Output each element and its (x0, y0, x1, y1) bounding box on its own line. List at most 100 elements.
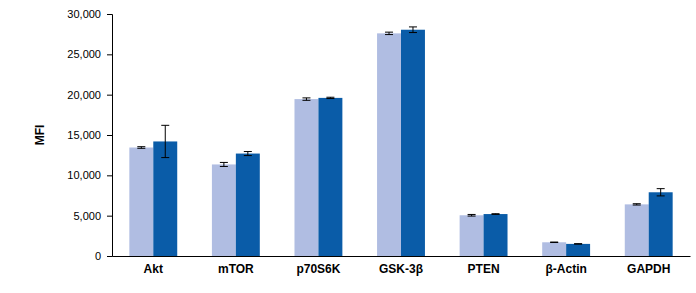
error-cap (385, 34, 393, 35)
y-tick-label: 20,000 (67, 89, 101, 101)
y-tick: 30,000 (67, 8, 112, 20)
y-tick-label: 5,000 (73, 210, 101, 222)
error-bar (468, 214, 476, 216)
error-cap (161, 157, 169, 158)
y-tick: 15,000 (67, 129, 112, 141)
x-tick: mTOR (218, 256, 254, 276)
bar (212, 164, 236, 256)
error-cap (244, 151, 252, 152)
x-axis-line (113, 256, 691, 257)
x-tick: GAPDH (627, 256, 670, 276)
error-cap (633, 203, 641, 204)
error-stem (660, 189, 661, 196)
bar (484, 214, 508, 256)
error-cap (492, 214, 500, 215)
x-tick: PTEN (468, 256, 500, 276)
y-axis-title: MFI (33, 125, 47, 146)
error-bar (633, 204, 641, 205)
bar (460, 215, 484, 256)
y-tick-mark (107, 135, 112, 136)
x-tick-label: GAPDH (627, 262, 670, 276)
error-stem (247, 152, 248, 156)
error-bar (326, 97, 334, 98)
error-stem (223, 162, 224, 166)
y-tick: 20,000 (67, 89, 112, 101)
y-tick-label: 10,000 (67, 169, 101, 181)
error-cap (302, 97, 310, 98)
y-tick: 10,000 (67, 169, 112, 181)
error-cap (550, 242, 558, 243)
x-tick-label: Akt (144, 262, 163, 276)
y-tick-label: 0 (95, 250, 101, 262)
error-cap (550, 242, 558, 243)
x-tick-label: β-Actin (545, 262, 586, 276)
error-cap (633, 205, 641, 206)
error-cap (657, 195, 665, 196)
error-cap (220, 162, 228, 163)
error-cap (574, 243, 582, 244)
bar (542, 242, 566, 256)
x-tick-label: GSK-3β (379, 262, 423, 276)
bar (318, 98, 342, 256)
x-tick: GSK-3β (379, 256, 423, 276)
error-cap (326, 98, 334, 99)
error-bar (220, 162, 228, 166)
y-tick-mark (107, 256, 112, 257)
error-cap (137, 148, 145, 149)
error-bar (657, 189, 665, 196)
error-stem (412, 27, 413, 33)
error-cap (492, 213, 500, 214)
y-tick-label: 15,000 (67, 129, 101, 141)
error-cap (657, 188, 665, 189)
error-stem (165, 125, 166, 157)
error-cap (220, 166, 228, 167)
error-cap (385, 32, 393, 33)
x-axis: Akt mTOR p70S6K GSK-3β PTEN β-Actin GAPDH (113, 256, 691, 276)
y-tick-mark (107, 14, 112, 15)
y-tick-mark (107, 216, 112, 217)
x-tick: β-Actin (545, 256, 586, 276)
x-tick-label: p70S6K (296, 262, 340, 276)
x-tick: Akt (144, 256, 163, 276)
error-cap (409, 32, 417, 33)
error-cap (137, 146, 145, 147)
bar (153, 141, 177, 256)
bar (401, 30, 425, 256)
bar (377, 33, 401, 256)
error-cap (409, 26, 417, 27)
x-tick-label: PTEN (468, 262, 500, 276)
x-tick: p70S6K (296, 256, 340, 276)
error-cap (468, 216, 476, 217)
error-cap (574, 244, 582, 245)
y-tick-mark (107, 95, 112, 96)
y-axis: 0 5,000 10,000 15,000 20,000 25,000 30,000 (67, 8, 112, 262)
error-bar (409, 27, 417, 33)
error-cap (161, 125, 169, 126)
error-cap (302, 100, 310, 101)
y-tick-label: 25,000 (67, 48, 101, 60)
error-bar (137, 147, 145, 149)
error-bar (302, 98, 310, 100)
y-tick: 5,000 (73, 210, 112, 222)
error-cap (468, 214, 476, 215)
error-bar (550, 242, 558, 243)
y-tick-mark (107, 54, 112, 55)
y-tick: 25,000 (67, 48, 112, 60)
error-bar (492, 213, 500, 215)
y-tick-mark (107, 175, 112, 176)
bar (625, 204, 649, 256)
bar (129, 148, 153, 256)
error-bar (161, 125, 169, 157)
bar (294, 99, 318, 256)
bars (129, 27, 672, 256)
error-bar (385, 32, 393, 34)
y-axis-line (107, 15, 113, 257)
chart: 0 5,000 10,000 15,000 20,000 25,000 30,000 Akt m… (0, 0, 696, 293)
error-bar (244, 152, 252, 156)
plot-area: 0 5,000 10,000 15,000 20,000 25,000 30,000 Akt m… (67, 8, 690, 276)
y-tick: 0 (95, 250, 112, 262)
x-tick-label: mTOR (218, 262, 254, 276)
error-cap (326, 97, 334, 98)
bar (566, 244, 590, 256)
error-cap (244, 155, 252, 156)
